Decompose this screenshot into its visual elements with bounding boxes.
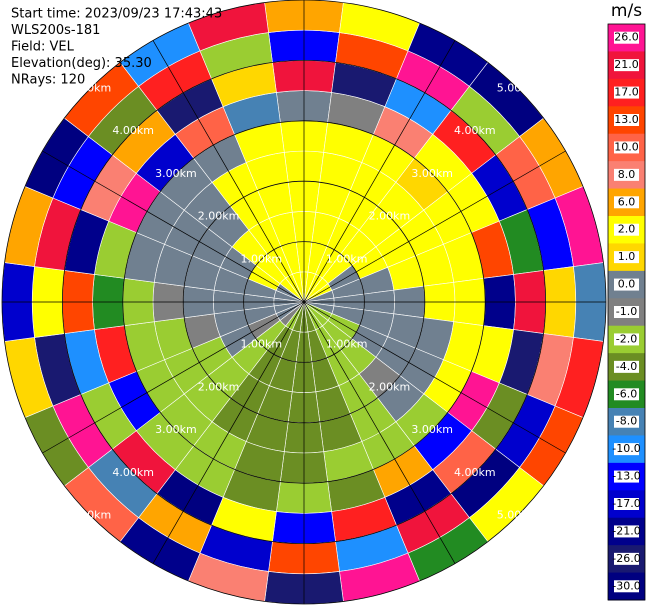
colorbar-tick-label: -8.0 <box>616 415 637 428</box>
colorbar-tick-label: -17.0 <box>612 497 640 510</box>
colorbar-tick-label: -2.0 <box>616 332 637 345</box>
colorbar-tick-label: -1.0 <box>616 305 637 318</box>
range-ring-label: 5.00km <box>70 81 112 94</box>
range-ring-label: 1.00km <box>241 338 283 351</box>
range-ring-label: 4.00km <box>454 124 496 137</box>
colorbar-label-bg <box>614 141 639 154</box>
colorbar-tick-label: 6.0 <box>618 195 636 208</box>
colorbar-label-bg <box>614 333 639 346</box>
colorbar-tick-label: 10.0 <box>614 140 639 153</box>
colorbar-label-bg <box>614 552 639 565</box>
colorbar-label-bg <box>614 360 639 373</box>
colorbar-tick-label: 1.0 <box>618 250 636 263</box>
colorbar-label-bg <box>614 251 639 264</box>
header-line: Field: VEL <box>11 40 75 55</box>
range-ring-label: 4.00km <box>112 466 154 479</box>
range-ring <box>61 59 547 545</box>
colorbar-tick-label: -10.0 <box>612 442 640 455</box>
colorbar-tick-label: -30.0 <box>612 579 640 592</box>
range-ring-label: 3.00km <box>411 167 453 180</box>
colorbar-label-bg <box>614 278 639 291</box>
header-line: NRays: 120 <box>11 73 85 88</box>
range-ring <box>243 241 365 363</box>
colorbar-tick-label: -4.0 <box>616 360 637 373</box>
colorbar: m/s 26.0 21.0 17.0 13.0 10.0 8.0 6.0 2.0 1.0 0.0 -1… <box>607 1 646 601</box>
range-ring-label: 4.00km <box>112 124 154 137</box>
range-ring <box>122 120 486 484</box>
ppi-plot: 1.00km 1.00km 1.00km 1.00km 2.00km 2.00km 2.00… <box>1 0 607 605</box>
colorbar-label-bg <box>614 59 639 72</box>
range-ring-label: 5.00km <box>497 81 539 94</box>
colorbar-label-bg <box>614 525 639 538</box>
colorbar-tick-label: -13.0 <box>612 470 640 483</box>
colorbar-tick-label: -21.0 <box>612 524 640 537</box>
range-ring-label: 2.00km <box>369 380 411 393</box>
range-ring <box>182 180 426 424</box>
colorbar-tick-label: 0.0 <box>618 278 636 291</box>
colorbar-label-bg <box>614 498 639 510</box>
colorbar-label-bg <box>614 306 639 318</box>
colorbar-label-bg <box>614 86 639 99</box>
colorbar-label-bg <box>614 470 639 483</box>
colorbar-tick-label: 21.0 <box>614 58 639 71</box>
range-ring-label: 5.00km <box>497 509 539 522</box>
range-ring <box>1 0 607 605</box>
colorbar-label-bg <box>614 196 639 209</box>
range-ring-label: 2.00km <box>369 210 411 223</box>
colorbar-label-bg <box>614 415 639 428</box>
colorbar-tick-label: -26.0 <box>612 552 640 565</box>
header-line: Elevation(deg): 35.30 <box>11 56 152 71</box>
range-ring-label: 1.00km <box>326 338 368 351</box>
range-ring-label: 3.00km <box>155 167 197 180</box>
range-ring-label: 4.00km <box>454 466 496 479</box>
colorbar-tick-label: 2.0 <box>618 223 636 236</box>
colorbar-label-bg <box>614 388 639 401</box>
colorbar-label-bg <box>614 580 639 593</box>
colorbar-frame <box>607 23 646 601</box>
colorbar-tick-label: 13.0 <box>614 113 639 126</box>
colorbar-tick-label: 17.0 <box>614 86 639 99</box>
colorbar-tick-label: -6.0 <box>616 387 637 400</box>
colorbar-tick-label: 26.0 <box>614 31 639 44</box>
colorbar-label-bg <box>614 443 639 456</box>
range-ring-label: 2.00km <box>198 380 240 393</box>
azimuth-line <box>152 40 456 564</box>
colorbar-tick-label: 8.0 <box>618 168 636 181</box>
range-ring-label: 2.00km <box>198 210 240 223</box>
header-line: WLS200s-181 <box>11 23 100 38</box>
colorbar-label-bg <box>614 114 639 126</box>
colorbar-label-bg <box>614 168 639 181</box>
header: Start time: 2023/09/23 17:43:43WLS200s-1… <box>11 7 222 88</box>
range-ring-label: 1.00km <box>241 252 283 265</box>
range-ring-label: 1.00km <box>326 252 368 265</box>
colorbar-label-bg <box>614 223 639 236</box>
range-ring-label: 3.00km <box>155 423 197 436</box>
header-line: Start time: 2023/09/23 17:43:43 <box>11 7 222 22</box>
range-ring-label: 3.00km <box>411 423 453 436</box>
range-ring-label: 5.00km <box>70 509 112 522</box>
colorbar-label-bg <box>614 31 639 44</box>
colorbar-unit: m/s <box>611 1 642 21</box>
